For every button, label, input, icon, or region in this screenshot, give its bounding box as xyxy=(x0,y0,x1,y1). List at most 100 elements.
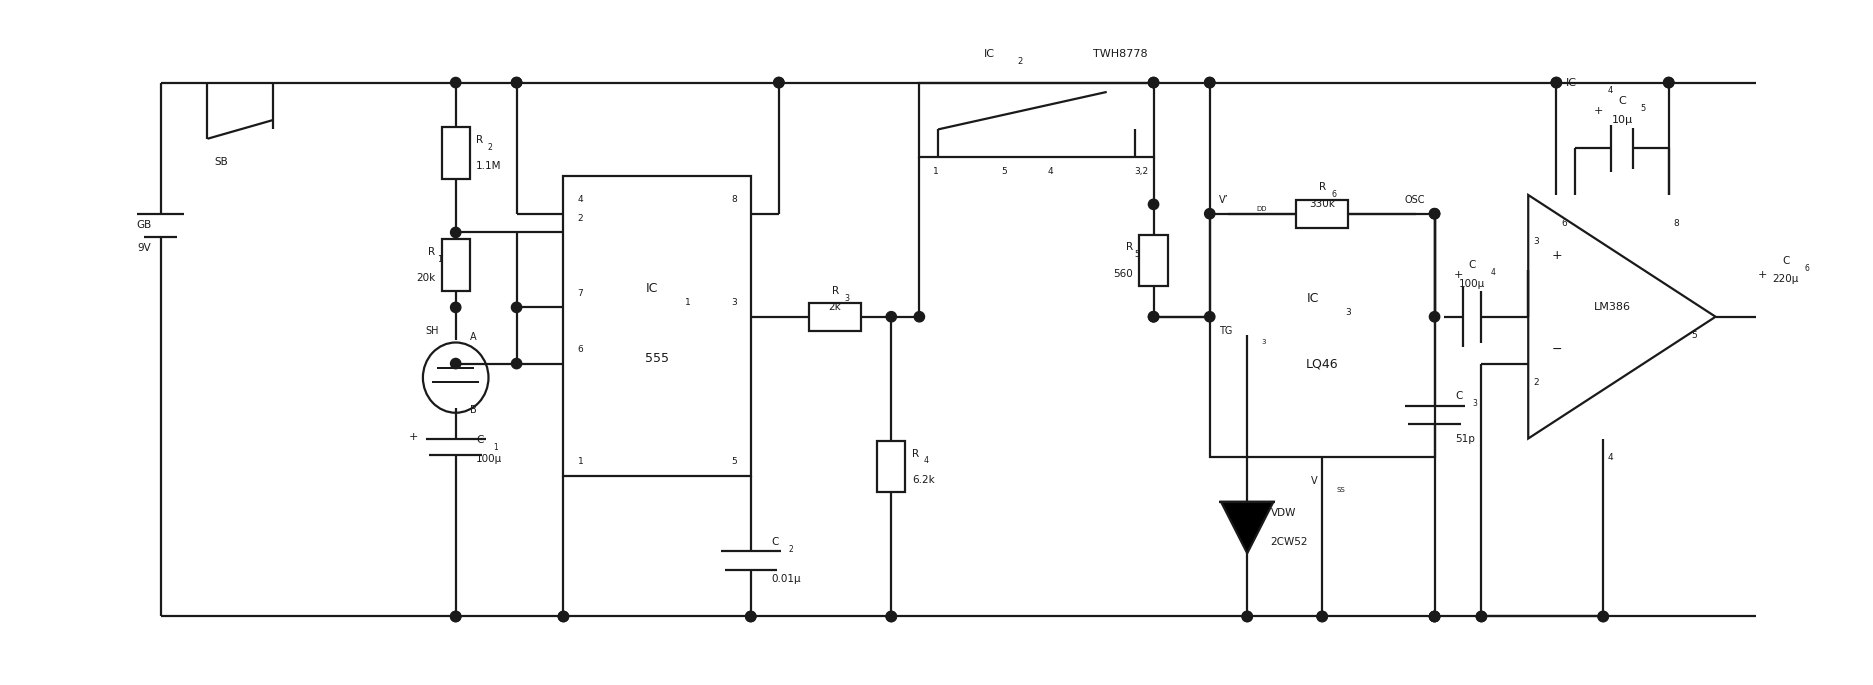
Circle shape xyxy=(1148,77,1159,88)
Circle shape xyxy=(451,358,461,369)
Circle shape xyxy=(558,611,569,622)
Text: 5: 5 xyxy=(1691,331,1697,340)
Text: 3: 3 xyxy=(1345,308,1350,316)
Bar xyxy=(1210,214,1435,458)
Circle shape xyxy=(1551,77,1562,88)
Text: 7: 7 xyxy=(577,289,583,298)
Text: R: R xyxy=(912,449,920,458)
Text: 3: 3 xyxy=(1532,237,1538,247)
Text: 1: 1 xyxy=(493,443,498,452)
Circle shape xyxy=(1148,312,1159,322)
Circle shape xyxy=(1822,611,1834,622)
Polygon shape xyxy=(1221,501,1274,553)
Text: 560: 560 xyxy=(1113,269,1133,279)
Circle shape xyxy=(1148,199,1159,210)
Text: 2: 2 xyxy=(577,214,583,223)
Text: TWH8778: TWH8778 xyxy=(1092,49,1148,60)
Text: 4: 4 xyxy=(1491,269,1497,277)
Circle shape xyxy=(558,611,569,622)
Text: C: C xyxy=(772,536,779,547)
Text: 1: 1 xyxy=(577,458,583,466)
Text: 3,2: 3,2 xyxy=(1135,167,1148,176)
Circle shape xyxy=(1663,77,1674,88)
Text: IC: IC xyxy=(983,49,995,60)
Text: 1: 1 xyxy=(933,167,938,176)
Text: 51p: 51p xyxy=(1455,434,1476,443)
Circle shape xyxy=(451,77,461,88)
Circle shape xyxy=(1429,312,1440,322)
Circle shape xyxy=(886,611,897,622)
Circle shape xyxy=(511,77,523,88)
Circle shape xyxy=(511,358,523,369)
Circle shape xyxy=(1429,208,1440,219)
Circle shape xyxy=(1663,77,1674,88)
Polygon shape xyxy=(1866,256,1873,377)
Text: IC: IC xyxy=(646,282,659,295)
Text: 9V: 9V xyxy=(137,243,152,253)
Text: R: R xyxy=(1319,182,1326,192)
Text: V’: V’ xyxy=(1219,195,1229,205)
Circle shape xyxy=(1598,611,1609,622)
Text: 5: 5 xyxy=(1135,251,1141,260)
Text: +: + xyxy=(408,432,418,442)
Text: 0.01μ: 0.01μ xyxy=(772,574,802,584)
Text: C: C xyxy=(1618,97,1626,106)
Text: 8: 8 xyxy=(1673,219,1680,227)
Text: 4: 4 xyxy=(1047,167,1053,176)
Bar xyxy=(920,83,1154,158)
Text: 4: 4 xyxy=(923,456,929,466)
Text: 1: 1 xyxy=(436,255,442,264)
Text: OSC: OSC xyxy=(1405,195,1425,205)
Circle shape xyxy=(451,611,461,622)
Circle shape xyxy=(1429,208,1440,219)
Text: +: + xyxy=(1594,105,1603,116)
Text: 6.2k: 6.2k xyxy=(912,475,935,485)
Circle shape xyxy=(451,227,461,238)
Circle shape xyxy=(1204,208,1216,219)
Circle shape xyxy=(451,302,461,312)
Text: SB: SB xyxy=(215,157,229,167)
Circle shape xyxy=(451,611,461,622)
Circle shape xyxy=(886,611,897,622)
Text: A: A xyxy=(470,332,476,342)
Circle shape xyxy=(914,312,925,322)
Bar xyxy=(809,303,862,331)
Text: 3: 3 xyxy=(730,298,736,307)
Text: C: C xyxy=(1468,260,1476,270)
Circle shape xyxy=(1317,611,1328,622)
Text: 6: 6 xyxy=(1332,190,1337,199)
Text: −: − xyxy=(1551,343,1562,356)
Text: 3: 3 xyxy=(1472,399,1478,408)
Text: GB: GB xyxy=(137,220,152,230)
Text: TG: TG xyxy=(1219,326,1232,336)
Circle shape xyxy=(1204,77,1216,88)
Text: 330k: 330k xyxy=(1309,199,1335,210)
Circle shape xyxy=(1204,312,1216,322)
Text: SH: SH xyxy=(425,326,438,336)
Text: +: + xyxy=(1453,270,1463,279)
Text: 10μ: 10μ xyxy=(1611,115,1633,125)
Text: C: C xyxy=(1781,256,1789,266)
Text: R: R xyxy=(476,135,483,145)
Circle shape xyxy=(511,77,523,88)
Polygon shape xyxy=(1528,195,1716,438)
Text: 4: 4 xyxy=(577,195,583,204)
Text: 2: 2 xyxy=(1017,58,1023,66)
Text: SS: SS xyxy=(1335,487,1345,493)
Text: V: V xyxy=(1311,475,1317,486)
Text: 2: 2 xyxy=(1532,378,1538,387)
Text: 5: 5 xyxy=(1641,104,1646,113)
Text: C: C xyxy=(1455,391,1463,401)
Circle shape xyxy=(1242,611,1253,622)
Circle shape xyxy=(1429,611,1440,622)
Bar xyxy=(564,176,751,476)
Text: 100μ: 100μ xyxy=(1459,279,1485,289)
Text: 5: 5 xyxy=(1000,167,1006,176)
Circle shape xyxy=(886,312,897,322)
Text: IC: IC xyxy=(1566,77,1577,88)
Text: 220μ: 220μ xyxy=(1772,274,1798,284)
Circle shape xyxy=(774,77,785,88)
Text: 100μ: 100μ xyxy=(476,454,502,464)
Circle shape xyxy=(1822,611,1834,622)
Bar xyxy=(442,127,470,179)
